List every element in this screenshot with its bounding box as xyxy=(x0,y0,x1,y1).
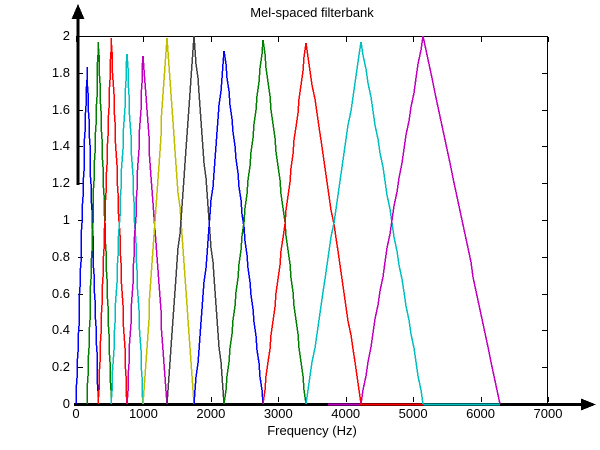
x-tick-label-7000: 7000 xyxy=(533,406,563,421)
filter-3 xyxy=(97,37,128,405)
y-axis-arrow-icon xyxy=(71,4,85,19)
filter-6 xyxy=(142,37,195,405)
y-tick-label-1.2: 1.2 xyxy=(51,175,70,191)
y-tick-label-1.6: 1.6 xyxy=(51,101,70,117)
x-axis-arrow-icon xyxy=(581,398,596,411)
y-tick-label-1.8: 1.8 xyxy=(51,64,70,80)
filter-1 xyxy=(75,67,99,404)
x-tick-label-2000: 2000 xyxy=(196,406,226,421)
y-tick-label-0.8: 0.8 xyxy=(51,248,70,264)
x-tick-label-0: 0 xyxy=(72,406,80,421)
y-tick-label-0.4: 0.4 xyxy=(51,322,70,338)
x-axis-title: Frequency (Hz) xyxy=(267,423,357,438)
x-tick-label-1000: 1000 xyxy=(128,406,158,421)
x-tick-label-4000: 4000 xyxy=(331,406,361,421)
filter-9 xyxy=(223,39,307,405)
y-tick-label-0: 0 xyxy=(62,396,70,411)
filter-12 xyxy=(360,35,501,405)
y-tick-label-1: 1 xyxy=(62,212,70,227)
y-tick-label-0.2: 0.2 xyxy=(51,359,70,375)
y-tick-label-2: 2 xyxy=(62,28,70,43)
x-tick-label-6000: 6000 xyxy=(466,406,496,421)
x-tick-label-5000: 5000 xyxy=(398,406,428,421)
filter-8 xyxy=(193,50,264,405)
x-tick-label-3000: 3000 xyxy=(263,406,293,421)
filter-2 xyxy=(86,41,112,404)
filter-4 xyxy=(110,53,144,405)
chart-title: Mel-spaced filterbank xyxy=(250,5,374,20)
filter-11 xyxy=(305,41,424,405)
filter-7 xyxy=(166,35,225,405)
y-tick-label-0.6: 0.6 xyxy=(51,285,70,301)
y-tick-label-1.4: 1.4 xyxy=(51,138,70,154)
filter-5 xyxy=(126,55,168,405)
filter-10 xyxy=(262,42,362,405)
